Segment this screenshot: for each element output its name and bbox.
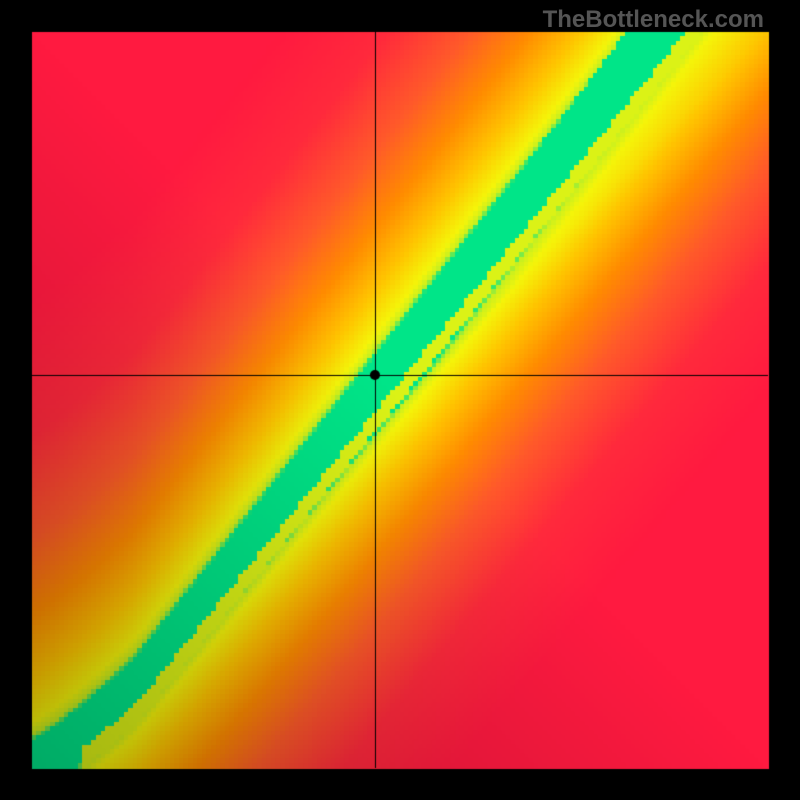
watermark: TheBottleneck.com (543, 6, 764, 34)
bottleneck-heatmap (0, 0, 800, 800)
